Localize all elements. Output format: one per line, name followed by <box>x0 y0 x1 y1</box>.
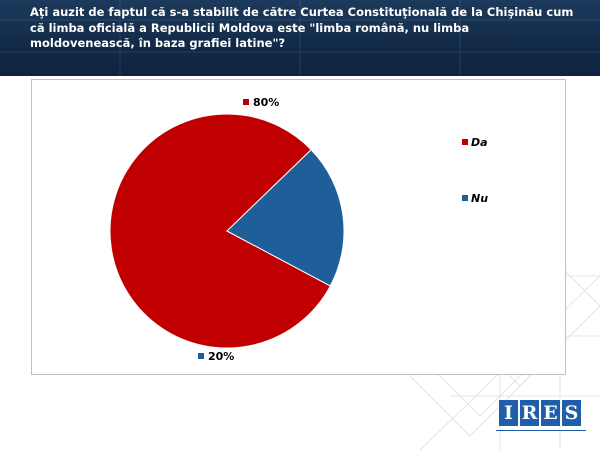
header-bar: Aţi auzit de faptul că s-a stabilit de c… <box>0 0 600 76</box>
logo-letter: E <box>541 400 560 426</box>
legend-label: Da <box>471 136 488 149</box>
data-label-swatch <box>243 99 249 105</box>
logo-letter: I <box>499 400 518 426</box>
pie-slice-da <box>109 113 331 349</box>
legend-swatch <box>462 195 468 201</box>
data-label-text: 80% <box>253 96 280 109</box>
data-label-swatch <box>198 353 204 359</box>
legend-label: Nu <box>471 192 489 205</box>
logo-letter: R <box>520 400 539 426</box>
page-title: Aţi auzit de faptul că s-a stabilit de c… <box>30 5 574 50</box>
logo-letter: S <box>562 400 581 426</box>
pie-chart <box>109 113 345 349</box>
data-label-text: 20% <box>208 350 235 363</box>
logo-underline <box>496 430 586 435</box>
chart-area: 80% 20% <box>31 79 566 375</box>
header-background-pattern <box>0 0 600 76</box>
pie-slice-nu <box>226 149 345 287</box>
legend-swatch <box>462 139 468 145</box>
ires-logo: I R E S <box>496 398 586 440</box>
